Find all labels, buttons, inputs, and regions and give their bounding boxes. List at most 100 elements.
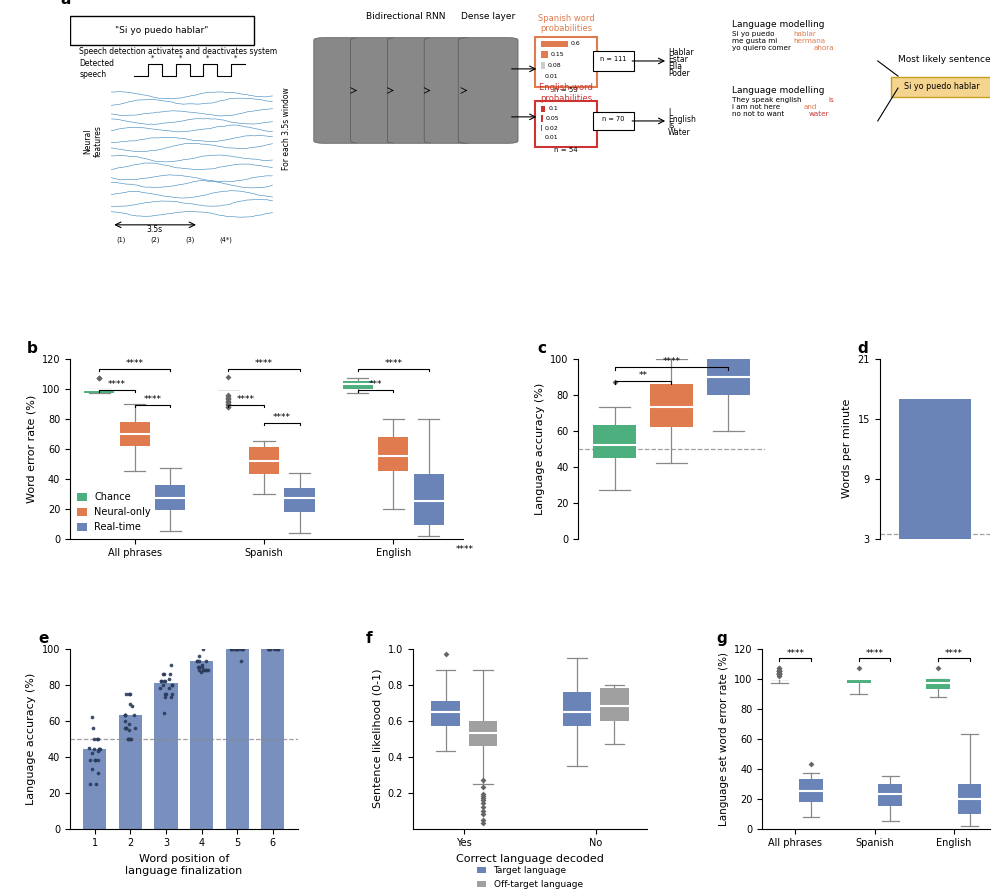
Point	[161, 672, 177, 686]
Point	[193, 665, 209, 679]
Text: ****: ****	[384, 359, 402, 368]
Point	[191, 659, 207, 674]
Point	[261, 642, 277, 656]
Point	[191, 663, 207, 677]
Point	[198, 654, 214, 668]
Bar	[84, 388, 114, 393]
Point	[120, 732, 136, 746]
Point	[233, 642, 249, 656]
Y-axis label: Language set word error rate (%): Language set word error rate (%)	[719, 651, 729, 826]
Point	[81, 740, 97, 755]
Point	[475, 804, 491, 818]
Text: Spanish word
probabilities: Spanish word probabilities	[538, 13, 594, 33]
Text: "Si yo puedo hablar": "Si yo puedo hablar"	[115, 26, 209, 35]
Text: n = 111: n = 111	[600, 56, 626, 62]
Bar	[958, 784, 981, 813]
Point	[118, 721, 134, 735]
Bar	[541, 106, 545, 112]
Text: ****: ****	[662, 357, 680, 366]
Point	[224, 642, 240, 656]
Y-axis label: Words per minute: Words per minute	[842, 399, 852, 498]
Point	[90, 744, 106, 758]
Point	[771, 667, 787, 682]
Point	[194, 658, 210, 672]
Point	[153, 674, 169, 688]
Point	[270, 642, 286, 656]
Point	[198, 663, 214, 677]
Text: Speech detection activates and deactivates system: Speech detection activates and deactivat…	[79, 47, 277, 56]
Point	[475, 781, 491, 795]
Text: Si yo puedo hablar: Si yo puedo hablar	[904, 82, 980, 92]
Text: g: g	[717, 631, 728, 646]
Point	[771, 661, 787, 675]
Bar	[83, 749, 106, 829]
Legend: Chance, Neural-only, Real-time: Chance, Neural-only, Real-time	[73, 488, 155, 535]
Text: Hablar: Hablar	[668, 47, 694, 57]
Point	[164, 677, 180, 691]
Text: n = 53: n = 53	[554, 86, 578, 93]
Point	[771, 663, 787, 677]
Point	[120, 732, 136, 746]
Point	[152, 681, 168, 695]
Point	[117, 708, 133, 723]
Text: n = 70: n = 70	[602, 116, 624, 122]
Point	[117, 708, 133, 723]
Point	[235, 642, 251, 656]
Bar	[414, 474, 444, 525]
Text: ahora: ahora	[813, 45, 834, 52]
Bar	[899, 399, 971, 568]
Point	[771, 664, 787, 678]
Point	[123, 732, 139, 746]
Text: Si yo puedo: Si yo puedo	[732, 31, 777, 37]
Bar	[226, 649, 249, 829]
Point	[266, 642, 282, 656]
Point	[194, 659, 210, 674]
Point	[121, 717, 137, 732]
Point	[91, 742, 107, 756]
Point	[220, 388, 236, 402]
Text: no not to want: no not to want	[732, 111, 787, 118]
Point	[87, 753, 103, 767]
Point	[438, 647, 454, 661]
Bar	[926, 679, 950, 689]
Point	[230, 642, 246, 656]
Point	[229, 642, 245, 656]
Point	[475, 793, 491, 807]
Bar	[469, 721, 497, 746]
X-axis label: Word position of
language finalization: Word position of language finalization	[125, 854, 242, 876]
Point	[771, 661, 787, 675]
Point	[220, 400, 236, 414]
Point	[156, 707, 172, 721]
Bar	[431, 701, 460, 726]
Text: hermana: hermana	[793, 38, 825, 45]
Point	[153, 674, 169, 688]
Point	[88, 777, 104, 791]
Point	[190, 659, 206, 674]
Text: hablar: hablar	[793, 31, 816, 37]
Text: 0.6: 0.6	[570, 42, 580, 46]
Point	[228, 642, 244, 656]
Text: *: *	[151, 54, 154, 61]
Point	[117, 721, 133, 735]
Text: ****: ****	[237, 395, 255, 404]
Point	[233, 654, 249, 668]
Point	[92, 742, 108, 756]
Text: b: b	[27, 340, 38, 356]
Point	[771, 667, 787, 682]
Point	[771, 667, 787, 682]
Point	[262, 642, 278, 656]
Bar	[847, 679, 871, 683]
Point	[156, 674, 172, 688]
Bar	[541, 62, 545, 69]
Text: ****: ****	[455, 544, 473, 553]
Text: (2): (2)	[151, 237, 160, 243]
Text: me gusta mi: me gusta mi	[732, 38, 780, 45]
Point	[268, 642, 284, 656]
FancyBboxPatch shape	[351, 37, 398, 143]
Point	[771, 666, 787, 680]
Point	[87, 753, 103, 767]
FancyBboxPatch shape	[458, 37, 518, 143]
Text: i am not here: i am not here	[732, 104, 783, 110]
Point	[475, 800, 491, 814]
Bar	[154, 683, 178, 829]
